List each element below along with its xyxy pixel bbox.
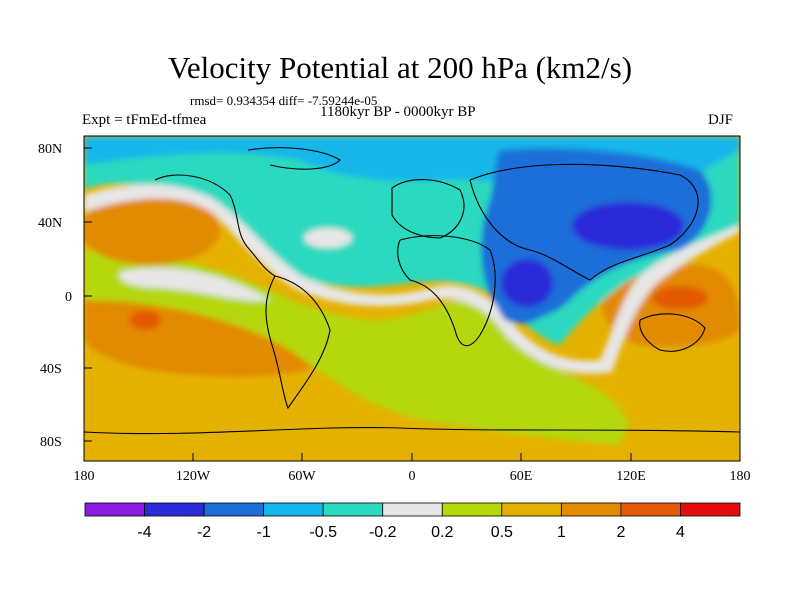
colorbar-swatch	[144, 502, 205, 517]
colorbar-label: 1	[557, 524, 566, 541]
field-red-wp	[652, 286, 708, 310]
x-tick-label: 0	[409, 469, 416, 484]
colorbar-swatch	[560, 502, 622, 517]
colorbar-label: -4	[137, 524, 151, 541]
plot-title: Velocity Potential at 200 hPa (km2/s)	[167, 50, 633, 85]
field-yellowgreen-south	[290, 330, 630, 445]
colorbar-label: 4	[676, 524, 685, 541]
field-white-atlantic	[304, 228, 352, 248]
experiment-label: Expt = tFmEd-tfmea	[82, 112, 207, 128]
field-darkblue-africa	[501, 259, 553, 307]
y-tick-label: 80S	[40, 435, 62, 450]
colorbar-swatch	[263, 502, 324, 517]
coast-europe	[391, 178, 465, 239]
coast-south-america	[265, 275, 331, 410]
colorbar-swatch	[680, 502, 741, 517]
colorbar-swatch	[84, 502, 145, 517]
coast-africa	[397, 235, 496, 347]
field-red-sp	[129, 310, 161, 330]
y-tick-label: 0	[65, 290, 72, 305]
stats-line: rmsd= 0.934354 diff= -7.59244e-05	[190, 93, 378, 108]
colorbar-label: 2	[616, 524, 625, 541]
field-orange-edge	[84, 300, 100, 340]
coast-greenland	[247, 147, 341, 170]
y-tick-label: 40N	[38, 216, 62, 231]
x-tick-label: 180	[74, 469, 95, 484]
colorbar-label: -1	[257, 524, 271, 541]
x-tick-label: 180	[730, 469, 751, 484]
colorbar-label: -0.2	[369, 524, 397, 541]
colorbar-swatch	[203, 502, 265, 517]
colorbar-swatch	[441, 502, 503, 517]
colorbar-swatch	[322, 502, 384, 517]
colorbar-swatch	[501, 502, 562, 517]
y-tick-label: 80N	[38, 142, 62, 157]
field-orange-np	[84, 195, 220, 265]
y-tick-label: 40S	[40, 362, 62, 377]
colorbar-label: 0.5	[491, 524, 513, 541]
colorbar-label: 0.2	[431, 524, 453, 541]
colorbar-label: -0.5	[309, 524, 337, 541]
colorbar-swatch	[620, 502, 681, 517]
x-axis: 180 120W 60W 0 60E 120E 180	[74, 453, 751, 484]
field-white-band	[84, 184, 740, 374]
coast-antarctica	[84, 426, 740, 435]
colorbar-swatch	[382, 502, 443, 517]
x-tick-label: 120E	[616, 469, 646, 484]
velocity-field	[84, 136, 740, 461]
x-tick-label: 60E	[510, 469, 533, 484]
colorbar-label: -2	[197, 524, 211, 541]
colorbar: -4 -2 -1 -0.5 -0.2 0.2 0.5 1 2 4	[84, 502, 741, 541]
x-tick-label: 120W	[176, 469, 211, 484]
x-tick-label: 60W	[288, 469, 316, 484]
field-darkblue-asia	[572, 202, 684, 250]
y-axis: 80N 40N 0 40S 80S	[38, 142, 92, 450]
season-label: DJF	[708, 112, 734, 128]
coast-asia	[469, 163, 699, 281]
coast-north-america	[154, 174, 276, 277]
coast-australia	[639, 313, 706, 352]
field-white-tropical	[119, 267, 271, 302]
coastlines	[84, 147, 740, 435]
period-label: 1180kyr BP - 0000kyr BP	[320, 104, 476, 120]
